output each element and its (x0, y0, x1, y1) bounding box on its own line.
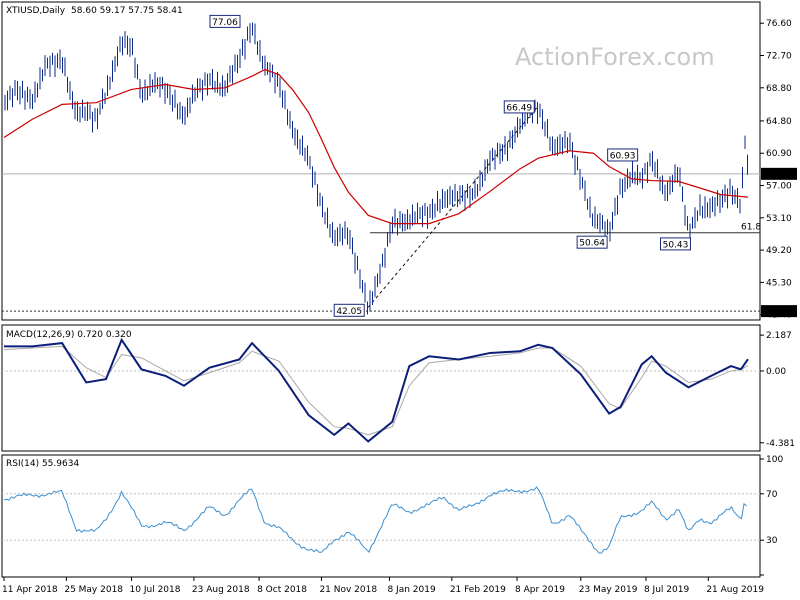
watermark: ActionForex.com (515, 43, 715, 71)
annotation-label: 77.06 (212, 18, 238, 28)
annotation-box (503, 100, 535, 114)
macd-axis-label: 0.00 (766, 367, 786, 377)
time-axis-label: 8 Oct 2018 (257, 585, 307, 595)
annotation-box (209, 14, 241, 28)
price-ohlc: 58.60 59.17 57.75 58.41 (71, 6, 183, 16)
rsi-axis-label: 30 (766, 536, 778, 546)
macd-axis-label: -4.381 (766, 439, 795, 449)
time-axis-label: 21 Nov 2018 (319, 585, 377, 595)
trend-line (367, 105, 539, 308)
annotation-box (333, 303, 365, 317)
annotation-label: 50.43 (663, 240, 689, 250)
macd-title: MACD(12,26,9) 0.720 0.320 (6, 330, 132, 340)
annotation-box (576, 235, 608, 249)
price-axis-label: 45.30 (766, 278, 792, 288)
annotation-label: 60.93 (610, 151, 636, 161)
time-axis-label: 21 Aug 2019 (706, 585, 764, 595)
time-axis-label: 8 Jan 2019 (387, 585, 435, 595)
last-price-label: 58.41 (765, 170, 791, 180)
low-price-box (761, 305, 797, 318)
price-axis-label: 57.00 (766, 182, 792, 192)
time-axis-label: 10 Jul 2018 (130, 585, 181, 595)
rsi-line (3, 486, 747, 554)
macd-signal-line (3, 345, 749, 436)
time-axis-label: 25 May 2018 (64, 585, 123, 595)
last-price-box (761, 167, 797, 180)
annotation-label: 50.64 (579, 239, 605, 249)
rsi-panel (1, 454, 761, 578)
price-title: XTIUSD,Daily 58.60 59.17 57.75 58.41 (6, 6, 183, 16)
time-axis-label: 21 Feb 2019 (450, 585, 506, 595)
price-symbol: XTIUSD,Daily (6, 6, 66, 16)
rsi-axis-label: 70 (766, 490, 778, 500)
time-axis-label: 11 Apr 2018 (2, 585, 58, 595)
low-price-label: 41.83 (765, 307, 791, 317)
time-axis-label: 8 Jul 2019 (644, 585, 689, 595)
rsi-layer (2, 486, 760, 554)
macd-axis-label: 2.187 (766, 331, 792, 341)
annotation-label: 66.49 (506, 103, 532, 113)
price-axis-label: 76.60 (766, 19, 792, 29)
time-axis-label: 23 May 2019 (579, 585, 638, 595)
price-axis-label: 49.20 (766, 246, 792, 256)
price-axis-label: 60.90 (766, 149, 792, 159)
rsi-axis-label: 100 (766, 455, 783, 465)
moving-average-line (3, 68, 749, 225)
annotation-box (659, 237, 691, 251)
fib-label: 61.8 (741, 223, 761, 233)
macd-layer (2, 337, 760, 443)
price-axis-label: 68.80 (766, 84, 792, 94)
time-axis-label: 23 Aug 2018 (192, 585, 250, 595)
price-axis-label: 64.80 (766, 117, 792, 127)
axis-layer: 76.60 72.70 68.80 64.80 60.90 57.00 53.10 49.20… (2, 19, 797, 595)
price-axis-label: 53.10 (766, 214, 792, 224)
annotation-box (607, 148, 639, 162)
time-axis-label: 8 Apr 2019 (515, 585, 565, 595)
rsi-title: RSI(14) 55.9634 (6, 459, 79, 469)
price-axis-label: 72.70 (766, 52, 792, 62)
price-layer: 61.8 77.06 66.49 60.93 50.64 50.43 42.05 (2, 14, 761, 317)
macd-main-line (4, 337, 749, 443)
annotation-label: 42.05 (336, 307, 362, 317)
